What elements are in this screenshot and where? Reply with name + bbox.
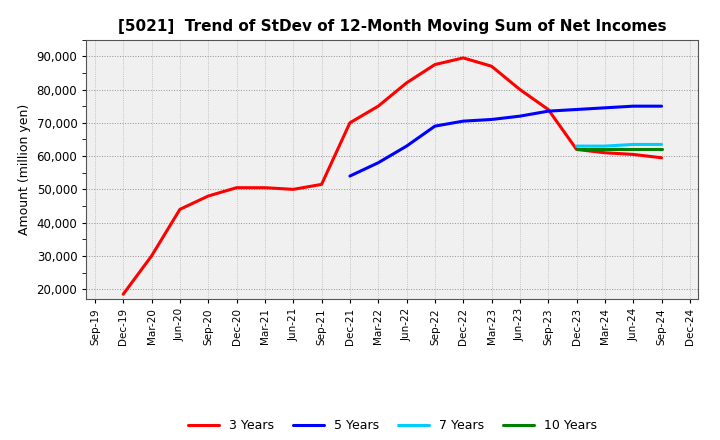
5 Years	[572, 107, 581, 112]
3 Years	[119, 292, 127, 297]
7 Years	[629, 142, 637, 147]
3 Years	[148, 253, 156, 259]
3 Years	[572, 147, 581, 152]
10 Years	[600, 147, 609, 152]
3 Years	[516, 87, 524, 92]
5 Years	[629, 103, 637, 109]
5 Years	[516, 114, 524, 119]
5 Years	[346, 173, 354, 179]
3 Years	[544, 107, 552, 112]
3 Years	[629, 152, 637, 157]
5 Years	[600, 105, 609, 110]
Title: [5021]  Trend of StDev of 12-Month Moving Sum of Net Incomes: [5021] Trend of StDev of 12-Month Moving…	[118, 19, 667, 34]
5 Years	[459, 118, 467, 124]
3 Years	[204, 194, 212, 199]
7 Years	[572, 143, 581, 149]
5 Years	[374, 160, 382, 165]
5 Years	[431, 124, 439, 129]
5 Years	[657, 103, 666, 109]
3 Years	[289, 187, 297, 192]
10 Years	[657, 147, 666, 152]
3 Years	[318, 182, 326, 187]
3 Years	[657, 155, 666, 161]
10 Years	[572, 147, 581, 152]
Legend: 3 Years, 5 Years, 7 Years, 10 Years: 3 Years, 5 Years, 7 Years, 10 Years	[183, 414, 602, 437]
Y-axis label: Amount (million yen): Amount (million yen)	[18, 104, 31, 235]
3 Years	[402, 80, 411, 85]
5 Years	[402, 143, 411, 149]
7 Years	[600, 143, 609, 149]
3 Years	[176, 207, 184, 212]
5 Years	[487, 117, 496, 122]
3 Years	[374, 103, 382, 109]
3 Years	[487, 64, 496, 69]
3 Years	[346, 120, 354, 125]
Line: 7 Years: 7 Years	[577, 144, 662, 146]
7 Years	[657, 142, 666, 147]
3 Years	[233, 185, 241, 191]
3 Years	[600, 150, 609, 155]
Line: 3 Years: 3 Years	[123, 58, 662, 294]
3 Years	[431, 62, 439, 67]
3 Years	[261, 185, 269, 191]
10 Years	[629, 147, 637, 152]
5 Years	[544, 109, 552, 114]
3 Years	[459, 55, 467, 61]
Line: 5 Years: 5 Years	[350, 106, 662, 176]
